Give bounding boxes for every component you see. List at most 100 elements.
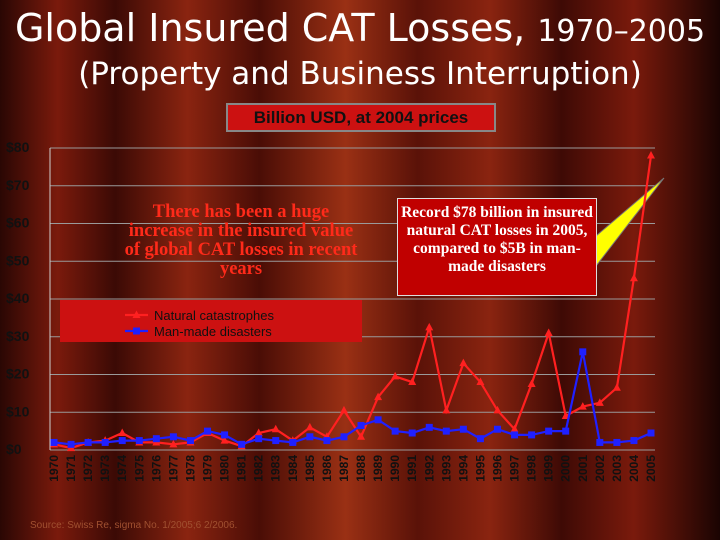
data-point-natural: [459, 358, 468, 367]
data-point-natural: [544, 328, 553, 336]
data-point-manmade: [323, 437, 331, 445]
y-tick-label: $50: [6, 252, 30, 268]
data-point-natural: [647, 151, 655, 159]
y-tick-label: $70: [6, 177, 30, 193]
x-tick-label: 1987: [337, 455, 351, 482]
x-tick-label: 1990: [388, 455, 402, 482]
data-point-manmade: [511, 431, 519, 439]
x-tick-label: 1979: [201, 455, 215, 482]
data-point-manmade: [357, 421, 365, 429]
data-point-manmade: [272, 437, 280, 445]
data-point-manmade: [135, 437, 143, 445]
data-point-manmade: [221, 431, 229, 439]
y-tick-label: $20: [6, 366, 30, 382]
x-tick-label: 1977: [166, 455, 180, 482]
x-tick-label: 1984: [286, 455, 300, 482]
source-note: Source: Swiss Re, sigma No. 1/2005;6 2/2…: [30, 520, 238, 531]
data-point-natural: [629, 273, 638, 282]
data-point-manmade: [425, 423, 433, 431]
data-point-natural: [408, 377, 417, 386]
x-tick-label: 1991: [405, 455, 419, 482]
x-tick-label: 1995: [473, 455, 487, 482]
data-point-manmade: [459, 425, 467, 433]
data-point-natural: [220, 436, 229, 444]
data-point-manmade: [238, 440, 246, 448]
data-point-natural: [612, 383, 621, 391]
unit-label: Billion USD, at 2004 prices: [226, 103, 496, 132]
data-point-natural: [391, 371, 400, 380]
x-tick-label: 1971: [64, 455, 78, 482]
callout-increase: There has been a huge increase in the in…: [124, 202, 358, 279]
x-tick-label: 1982: [252, 455, 266, 482]
x-tick-label: 1988: [354, 455, 368, 482]
data-point-natural: [305, 422, 314, 431]
callout-pointer: [595, 177, 665, 268]
legend-marker-natural: [132, 310, 141, 318]
data-point-manmade: [596, 438, 604, 446]
x-tick-label: 1975: [132, 455, 146, 482]
x-tick-label: 2001: [576, 455, 590, 482]
x-tick-label: 2002: [593, 455, 607, 482]
y-tick-label: $0: [6, 441, 22, 457]
data-point-manmade: [50, 438, 58, 446]
data-point-manmade: [442, 427, 450, 435]
series-line-natural: [53, 155, 653, 450]
data-point-manmade: [289, 438, 297, 446]
x-tick-labels: 1970 1971 1972 1973 1974 1975 1976 1977 1978 1979…: [47, 455, 658, 482]
x-tick-label: 1978: [183, 455, 197, 482]
data-point-manmade: [255, 435, 263, 443]
data-point-manmade: [545, 427, 553, 435]
data-point-natural: [510, 424, 519, 433]
y-tick-label: $80: [6, 139, 30, 155]
data-point-natural: [425, 322, 434, 331]
x-tick-label: 1998: [525, 455, 539, 482]
x-tick-label: 1996: [490, 455, 504, 482]
data-point-natural: [118, 428, 127, 437]
data-point-manmade: [579, 348, 587, 356]
data-point-manmade: [374, 416, 382, 424]
y-tick-label: $40: [6, 290, 30, 306]
chart-subtitle: (Property and Business Interruption): [78, 56, 642, 92]
x-tick-label: 1972: [81, 455, 95, 482]
chart-title-years: 1970–2005: [537, 14, 706, 49]
data-point-manmade: [169, 433, 177, 441]
legend-label: Natural catastrophes: [154, 308, 274, 323]
data-point-manmade: [391, 427, 399, 435]
callout-record: Record $78 billion in insured natural CA…: [397, 198, 597, 296]
data-point-manmade: [67, 440, 75, 448]
data-point-natural: [374, 392, 383, 401]
data-point-manmade: [493, 425, 501, 433]
x-tick-label: 1993: [439, 455, 453, 482]
data-point-natural: [595, 398, 604, 406]
x-tick-label: 2003: [610, 455, 624, 482]
data-point-natural: [357, 432, 366, 440]
data-point-manmade: [340, 433, 348, 441]
data-point-manmade: [186, 437, 194, 445]
data-point-manmade: [152, 435, 160, 443]
x-tick-label: 2000: [559, 455, 573, 482]
data-point-natural: [442, 405, 451, 414]
chart-title: Global Insured CAT Losses, 1970–2005: [14, 6, 706, 50]
series-lines: [50, 151, 655, 452]
data-point-manmade: [118, 437, 126, 445]
data-point-natural: [254, 428, 263, 437]
data-point-natural: [169, 439, 178, 448]
data-point-manmade: [101, 438, 109, 446]
data-point-natural: [493, 405, 502, 414]
data-point-manmade: [528, 431, 536, 439]
data-point-manmade: [647, 429, 655, 437]
x-tick-label: 1989: [371, 455, 385, 482]
data-point-manmade: [476, 435, 484, 443]
x-tick-label: 1983: [269, 455, 283, 482]
x-tick-label: 1985: [303, 455, 317, 482]
x-tick-label: 1973: [98, 455, 112, 482]
x-tick-label: 1970: [47, 455, 61, 482]
x-tick-label: 2005: [644, 455, 658, 482]
x-tick-label: 2004: [627, 455, 641, 482]
legend-box: [60, 300, 362, 342]
y-tick-label: $30: [6, 328, 30, 344]
data-point-natural: [339, 405, 348, 414]
data-point-manmade: [562, 427, 570, 435]
